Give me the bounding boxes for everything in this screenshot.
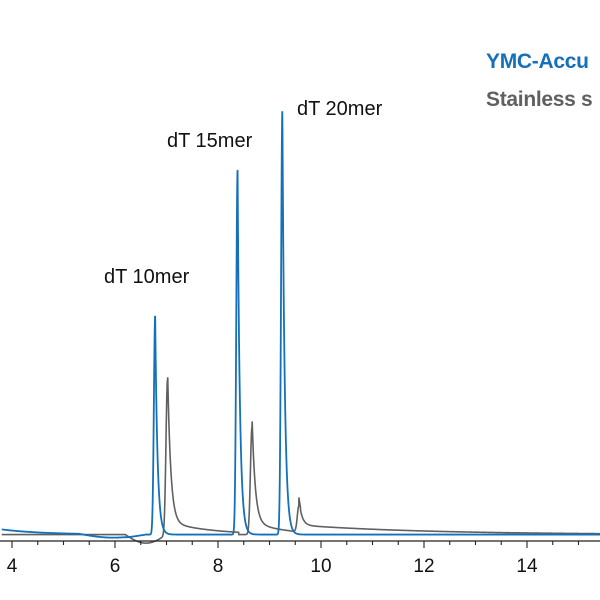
series-line-ymc-accu — [1, 111, 600, 539]
x-tick-label: 12 — [413, 556, 434, 577]
x-tick-label: 8 — [213, 556, 224, 577]
peak-label-dt-10mer: dT 10mer — [104, 266, 190, 288]
peak-label-dt-15mer: dT 15mer — [167, 130, 253, 152]
traces — [1, 111, 600, 544]
x-tick-label: 4 — [7, 556, 18, 577]
peak-label-dt-20mer: dT 20mer — [297, 98, 383, 120]
x-tick-label: 6 — [110, 556, 121, 577]
x-axis: 4 6 8 10 12 14 — [0, 540, 600, 577]
x-tick-label: 14 — [516, 556, 538, 577]
legend-entry-ymc-accu: YMC-Accu — [486, 50, 589, 73]
legend-entry-stainless: Stainless s — [486, 88, 593, 111]
series-line-stainless — [1, 377, 600, 544]
x-tick-label: 10 — [310, 556, 331, 577]
